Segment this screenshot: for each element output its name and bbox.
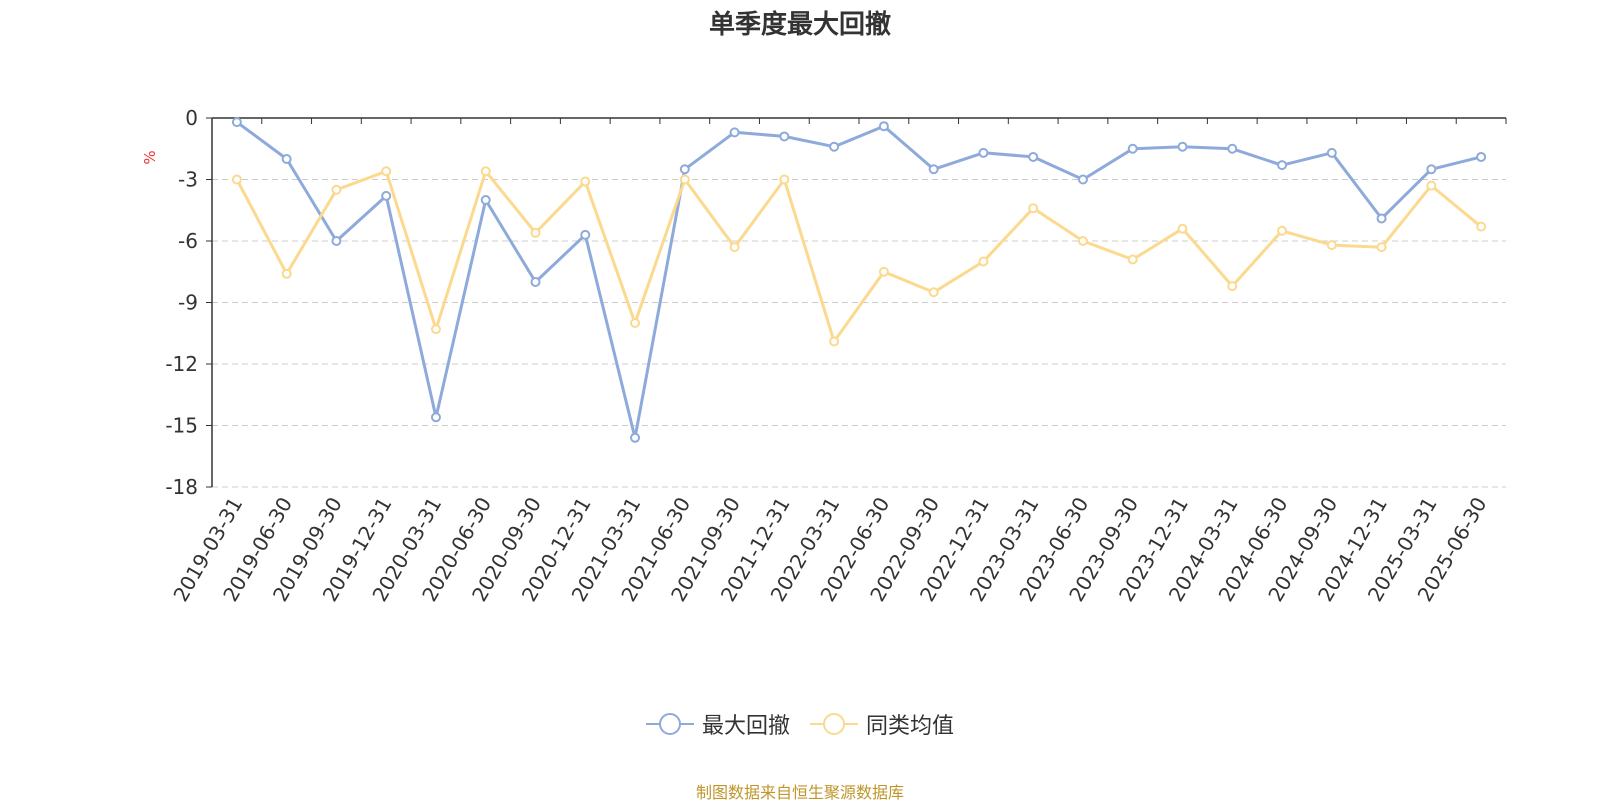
data-point xyxy=(1177,141,1188,152)
y-tick-label: -15 xyxy=(165,414,198,438)
y-tick-label: -9 xyxy=(178,291,198,315)
data-point xyxy=(1277,225,1288,236)
chart-title: 单季度最大回撤 xyxy=(708,10,891,40)
data-point xyxy=(1426,180,1437,191)
data-point xyxy=(978,147,989,158)
data-point xyxy=(1028,203,1039,214)
data-point xyxy=(928,287,939,298)
data-point xyxy=(1227,281,1238,292)
data-point xyxy=(878,266,889,277)
data-point xyxy=(281,154,292,164)
data-point xyxy=(1277,160,1288,171)
data-point xyxy=(480,166,491,177)
data-point xyxy=(1476,151,1487,162)
legend-label: 最大回撤 xyxy=(701,714,790,739)
data-point xyxy=(878,121,889,132)
y-tick-label: -3 xyxy=(178,168,198,192)
data-point xyxy=(1426,164,1437,175)
data-point xyxy=(1376,242,1387,253)
data-point xyxy=(630,432,641,443)
data-point xyxy=(1028,151,1039,162)
data-point xyxy=(829,141,840,152)
data-point xyxy=(381,190,392,201)
data-point xyxy=(679,174,690,185)
legend-marker-icon xyxy=(645,712,694,736)
data-point xyxy=(729,242,740,253)
data-point xyxy=(630,318,641,328)
series-line-2 xyxy=(235,169,1483,343)
data-point xyxy=(1376,213,1387,224)
data-point xyxy=(1476,221,1487,232)
source-note: 制图数据来自恒生聚源数据库 xyxy=(695,783,904,802)
data-point xyxy=(231,117,242,128)
y-tick-label: 0 xyxy=(185,106,198,130)
y-tick-label: -18 xyxy=(165,475,198,499)
data-point xyxy=(580,229,591,240)
data-point xyxy=(1077,174,1088,185)
data-point xyxy=(779,174,790,185)
data-point xyxy=(530,277,541,287)
data-point xyxy=(679,164,690,175)
data-point xyxy=(928,164,939,175)
data-point xyxy=(1127,143,1138,154)
series-line-1 xyxy=(236,120,1482,440)
data-point xyxy=(1326,147,1337,158)
y-tick-label: -12 xyxy=(165,352,198,376)
grid-layer xyxy=(212,179,1506,488)
data-point xyxy=(331,236,342,246)
axis-layer: 0-3-6-9-12-15-18%2019-03-312019-06-30201… xyxy=(141,106,1507,606)
data-point xyxy=(1326,240,1337,251)
data-point xyxy=(430,324,441,335)
legend-item[interactable]: 同类均值 xyxy=(810,708,954,740)
data-point xyxy=(1177,223,1188,234)
data-point xyxy=(331,184,342,195)
data-point xyxy=(729,127,740,138)
data-point xyxy=(1127,254,1138,265)
legend-label: 同类均值 xyxy=(866,714,955,739)
legend: 最大回撤 同类均值 xyxy=(0,708,1600,740)
data-point xyxy=(580,176,591,187)
data-point xyxy=(530,227,541,238)
data-point xyxy=(231,174,242,185)
legend-marker-icon xyxy=(810,712,858,736)
data-point xyxy=(1077,236,1088,246)
legend-item[interactable]: 最大回撤 xyxy=(645,708,790,740)
data-point xyxy=(281,268,292,279)
data-point xyxy=(1227,143,1238,154)
data-point xyxy=(381,166,392,177)
data-point xyxy=(829,336,840,347)
y-axis-label: % xyxy=(141,150,159,164)
data-point xyxy=(480,195,491,205)
data-point xyxy=(779,131,790,142)
data-point xyxy=(430,412,441,423)
data-point xyxy=(978,256,989,267)
y-tick-label: -6 xyxy=(178,229,198,253)
series-layer xyxy=(231,117,1487,443)
